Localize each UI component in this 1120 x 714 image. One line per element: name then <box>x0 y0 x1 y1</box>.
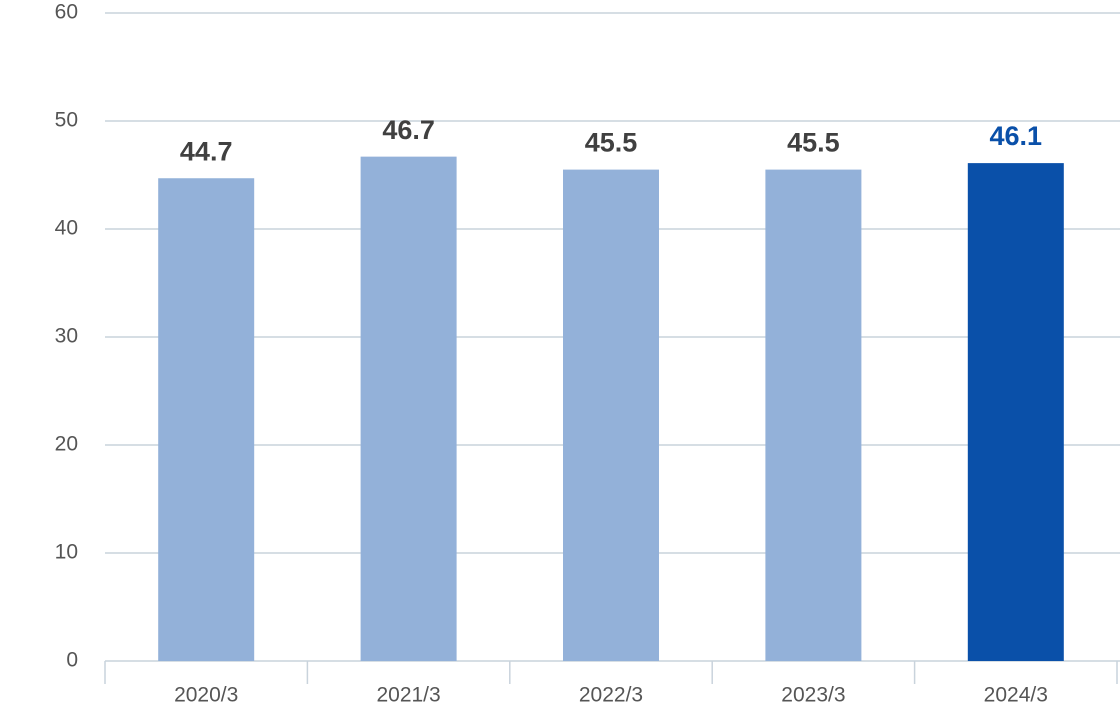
x-tick-label: 2023/3 <box>781 684 845 707</box>
y-tick-label: 0 <box>66 649 78 672</box>
value-label: 45.5 <box>787 128 840 158</box>
x-tick-label: 2021/3 <box>376 684 440 707</box>
y-tick-label: 20 <box>55 433 78 456</box>
y-tick-label: 60 <box>55 1 78 24</box>
value-label: 46.1 <box>990 121 1043 151</box>
bar <box>563 169 659 661</box>
value-label: 44.7 <box>180 136 233 166</box>
x-tick-label: 2024/3 <box>984 684 1048 707</box>
value-label: 45.5 <box>585 128 638 158</box>
y-tick-label: 50 <box>55 109 78 132</box>
x-tick-label: 2020/3 <box>174 684 238 707</box>
y-tick-label: 40 <box>55 217 78 240</box>
bar <box>765 169 862 661</box>
x-tick-label: 2022/3 <box>579 684 643 707</box>
bar <box>967 163 1064 661</box>
y-tick-label: 30 <box>55 325 78 348</box>
value-label: 46.7 <box>382 115 435 145</box>
bar <box>158 178 255 662</box>
y-tick-label: 10 <box>55 541 78 564</box>
bar <box>360 156 457 661</box>
